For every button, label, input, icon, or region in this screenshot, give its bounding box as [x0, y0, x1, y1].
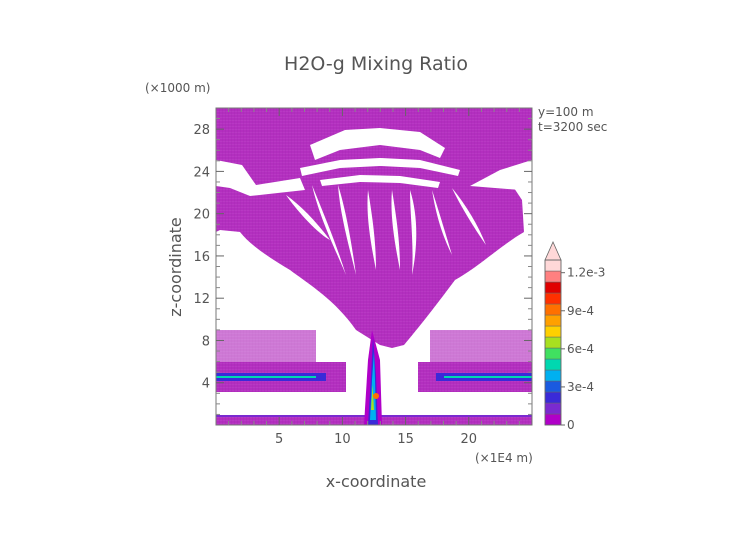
colorbar-segment: [544, 402, 562, 415]
field-upper-plume: [216, 108, 532, 348]
y-axis: 4 8 12 16 20 24 28: [193, 118, 532, 415]
colorbar-segment: [544, 336, 562, 349]
colorbar-segment: [544, 292, 562, 305]
x-tick-label: 10: [334, 432, 351, 447]
colorbar-tick-label: 1.2e-3: [567, 266, 605, 280]
y-tick-label: 12: [193, 292, 210, 307]
y-tick-label: 20: [193, 208, 210, 223]
x-axis: 5 10 15 20: [228, 108, 520, 447]
y-unit-label: (×1000 m): [145, 81, 210, 95]
colorbar-tick-label: 0: [567, 418, 575, 432]
colorbar-tick-label: 6e-4: [567, 342, 594, 356]
colorbar-segment: [544, 303, 562, 316]
field-band-right-upper: [430, 330, 532, 362]
colorbar-segment: [544, 413, 562, 426]
colorbar-segment: [544, 325, 562, 338]
annotation-t: t=3200 sec: [538, 120, 607, 134]
field-plot: [216, 108, 532, 425]
colorbar-segment: [544, 380, 562, 393]
colorbar-segment: [544, 314, 562, 327]
x-tick-label: 20: [461, 432, 478, 447]
colorbar-segment: [544, 391, 562, 404]
colorbar: 0 3e-4 6e-4 9e-4 1.2e-3: [544, 241, 605, 432]
colorbar-segment: [544, 281, 562, 294]
x-axis-label: x-coordinate: [326, 472, 427, 491]
annotation-y: y=100 m: [538, 105, 594, 119]
x-tick-label: 15: [397, 432, 414, 447]
colorbar-segment: [544, 347, 562, 360]
colorbar-segment: [544, 358, 562, 371]
colorbar-tick-label: 3e-4: [567, 380, 594, 394]
colorbar-segment: [544, 369, 562, 382]
colorbar-segment: [544, 270, 562, 283]
colorbar-extend-arrow: [544, 241, 562, 261]
colorbar-segment: [544, 259, 562, 272]
y-tick-label: 16: [193, 250, 210, 265]
field-band-left-upper: [216, 330, 316, 362]
y-tick-label: 4: [202, 377, 210, 392]
y-axis-label: z-coordinate: [166, 217, 185, 317]
colorbar-frame: [544, 259, 562, 426]
y-tick-label: 28: [193, 123, 210, 138]
x-unit-label: (×1E4 m): [475, 451, 533, 465]
x-tick-label: 5: [275, 432, 283, 447]
chart-title: H2O-g Mixing Ratio: [284, 53, 468, 75]
y-tick-label: 8: [202, 334, 210, 349]
colorbar-tick-label: 9e-4: [567, 304, 594, 318]
y-tick-label: 24: [193, 165, 210, 180]
